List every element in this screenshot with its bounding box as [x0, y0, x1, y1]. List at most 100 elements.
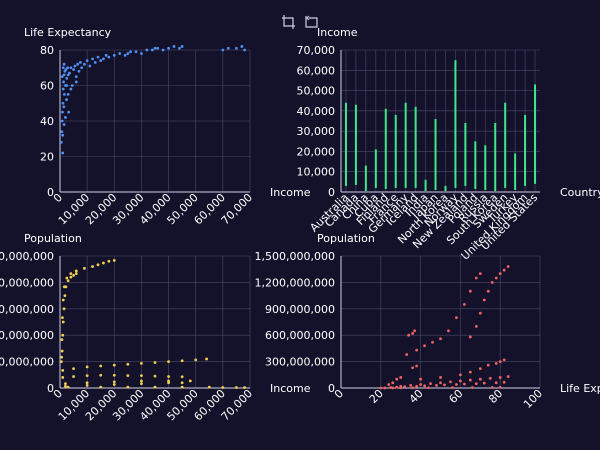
data-point — [126, 385, 130, 389]
x-tick-label: 60 — [446, 387, 465, 406]
y-tick-label: 50,000 — [297, 85, 336, 98]
data-point — [69, 275, 73, 279]
data-point — [474, 325, 478, 328]
data-point — [180, 45, 184, 48]
data-point — [470, 386, 474, 389]
data-point — [62, 123, 66, 126]
data-point — [207, 385, 211, 389]
data-point — [69, 87, 73, 91]
data-point — [459, 373, 462, 377]
data-point — [61, 110, 64, 114]
crop-reset-icon[interactable] — [303, 14, 319, 30]
y-tick-label: 300,000,000 — [0, 356, 54, 369]
data-point — [65, 276, 69, 280]
y-tick-label: 60,000 — [297, 64, 336, 77]
data-point — [129, 50, 132, 54]
data-point — [235, 386, 238, 389]
data-point — [61, 320, 65, 324]
data-point — [439, 381, 442, 385]
data-point — [60, 349, 64, 353]
data-point — [502, 268, 506, 272]
data-point — [439, 337, 442, 341]
x-tick-label: 20 — [367, 387, 386, 406]
data-point — [506, 375, 510, 378]
data-point — [64, 68, 68, 71]
data-point — [68, 71, 71, 75]
data-point — [407, 333, 411, 337]
data-point — [478, 272, 482, 275]
data-point — [83, 62, 86, 66]
data-range-mark — [534, 84, 537, 184]
data-point — [64, 382, 67, 385]
data-range-mark — [444, 185, 447, 191]
data-point — [474, 276, 478, 280]
data-point — [134, 50, 138, 54]
y-tick-label: 900,000,000 — [0, 303, 54, 316]
data-point — [93, 61, 97, 64]
data-point — [490, 386, 494, 389]
x-axis-title: Income — [270, 382, 311, 395]
data-point — [60, 75, 64, 79]
data-point — [72, 367, 75, 371]
data-point — [153, 374, 157, 378]
y-axis-title: Income — [317, 26, 358, 39]
data-point — [468, 335, 472, 339]
data-point — [506, 265, 510, 268]
data-point — [449, 380, 452, 384]
data-point — [447, 329, 450, 333]
data-range-mark — [504, 102, 507, 188]
data-point — [455, 316, 458, 319]
data-point — [455, 383, 458, 386]
data-point — [126, 362, 130, 366]
data-point — [395, 377, 399, 381]
data-point — [85, 365, 89, 369]
data-point — [60, 338, 64, 341]
data-point — [405, 353, 409, 356]
data-point — [74, 80, 78, 84]
y-tick-label: 1,500,000,000 — [255, 250, 335, 263]
data-point — [61, 316, 64, 319]
data-point — [62, 92, 66, 96]
data-point — [62, 62, 66, 66]
data-range-mark — [384, 108, 387, 189]
data-point — [498, 360, 502, 363]
data-point — [429, 382, 432, 385]
data-point — [112, 380, 116, 384]
data-point — [221, 386, 225, 389]
data-point — [74, 269, 78, 273]
data-point — [112, 53, 116, 57]
data-point — [178, 46, 181, 50]
data-range-mark — [494, 123, 497, 191]
y-axis-title: Life Expectancy — [24, 26, 112, 39]
data-point — [91, 265, 94, 268]
data-range-mark — [454, 60, 457, 188]
data-point — [411, 366, 415, 370]
data-point — [443, 383, 446, 387]
data-point — [140, 382, 143, 385]
data-point — [61, 133, 65, 137]
data-point — [85, 374, 89, 378]
data-point — [126, 374, 130, 378]
data-point — [62, 105, 66, 109]
data-range-mark — [474, 141, 477, 189]
crop-icon[interactable] — [281, 14, 297, 30]
data-point — [490, 281, 494, 284]
y-axis-title: Population — [317, 232, 375, 245]
data-point — [498, 376, 502, 379]
data-point — [478, 367, 482, 371]
data-point — [112, 373, 116, 377]
data-range-mark — [524, 114, 527, 186]
data-point — [72, 273, 75, 277]
y-tick-label: 70,000 — [297, 44, 336, 57]
data-point — [112, 363, 116, 367]
y-tick-label: 0 — [47, 382, 54, 395]
data-point — [498, 272, 502, 275]
data-point — [194, 358, 198, 362]
data-point — [62, 307, 66, 311]
data-point — [74, 75, 78, 79]
data-range-mark — [464, 123, 467, 186]
data-point — [76, 62, 80, 66]
y-tick-label: 30,000 — [297, 125, 336, 138]
data-point — [91, 57, 94, 61]
